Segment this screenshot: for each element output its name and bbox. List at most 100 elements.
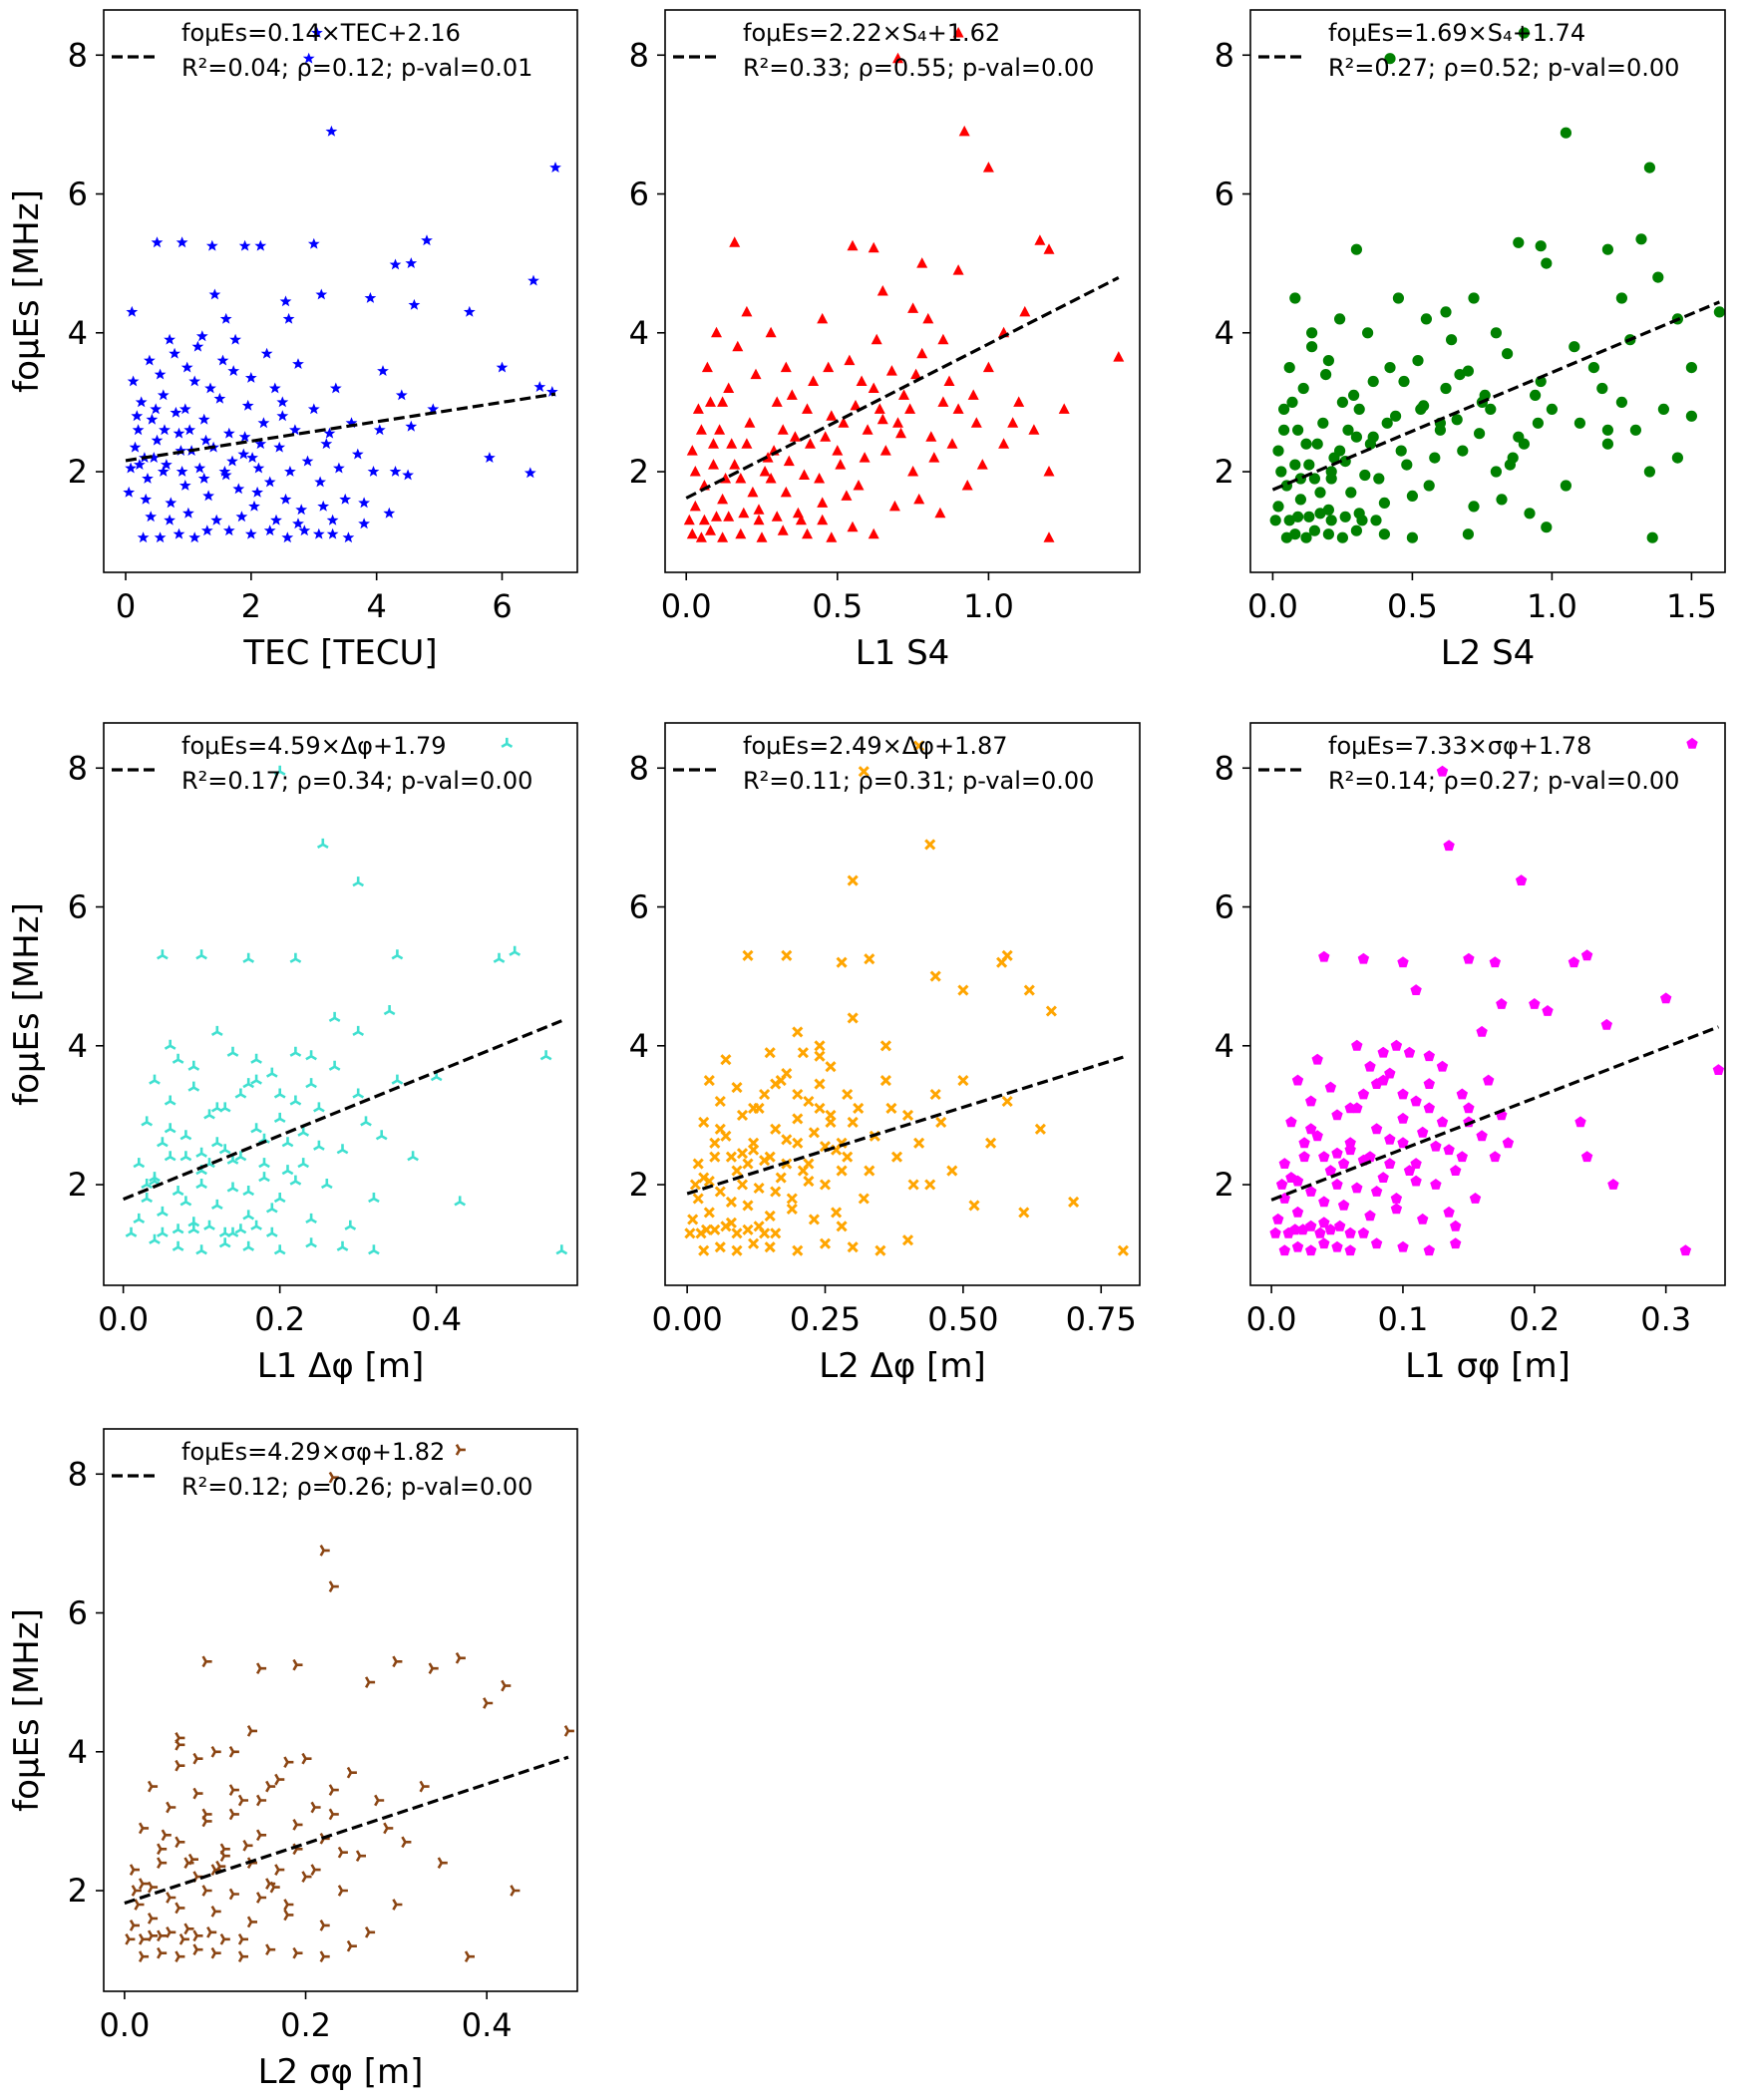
data-point xyxy=(1456,1088,1468,1100)
data-point xyxy=(273,441,286,453)
data-point xyxy=(1013,396,1025,407)
y-tick-label: 4 xyxy=(629,1027,649,1065)
legend-equation: foμEs=2.22×S₄+1.62 xyxy=(743,19,1000,47)
data-point xyxy=(200,525,213,536)
data-point xyxy=(1412,355,1424,367)
data-point xyxy=(310,1801,322,1814)
fit-line xyxy=(686,1055,1124,1196)
data-point xyxy=(814,1039,826,1052)
data-point xyxy=(814,1050,826,1063)
axes-frame xyxy=(664,722,1141,1286)
y-tick-label: 2 xyxy=(629,453,649,491)
x-tick-label: 1.5 xyxy=(1666,587,1717,625)
data-point xyxy=(742,1158,754,1171)
data-point xyxy=(317,500,330,512)
data-point xyxy=(825,1060,837,1073)
data-point xyxy=(144,354,156,366)
y-tick-label: 6 xyxy=(1215,888,1234,926)
data-point xyxy=(329,382,342,394)
data-point xyxy=(923,838,936,851)
data-point xyxy=(1652,271,1664,283)
data-point xyxy=(817,497,829,508)
data-point xyxy=(1351,1182,1363,1194)
data-point xyxy=(373,1794,386,1807)
data-point xyxy=(937,396,949,407)
data-point xyxy=(202,490,214,502)
data-point xyxy=(717,396,729,407)
data-point xyxy=(711,326,722,338)
data-point xyxy=(500,1679,513,1693)
data-point xyxy=(1043,243,1055,254)
data-point xyxy=(273,1087,287,1099)
data-point xyxy=(273,1191,287,1204)
data-point xyxy=(1269,1226,1281,1238)
data-point xyxy=(970,417,982,428)
data-point xyxy=(1344,1137,1356,1149)
data-point xyxy=(284,466,296,477)
data-point xyxy=(705,525,716,535)
data-point xyxy=(147,1780,160,1794)
data-point xyxy=(916,257,928,268)
data-point xyxy=(264,1780,277,1794)
data-point xyxy=(314,476,326,488)
data-point xyxy=(689,500,701,512)
data-point xyxy=(292,1818,304,1832)
data-point xyxy=(876,285,888,296)
data-point xyxy=(169,347,180,359)
data-point xyxy=(819,1237,832,1250)
data-point xyxy=(219,1842,232,1856)
data-point xyxy=(218,1225,232,1238)
data-point xyxy=(194,947,208,960)
data-point xyxy=(1629,424,1641,436)
data-point xyxy=(172,1052,185,1064)
data-point xyxy=(1397,1240,1409,1252)
data-point xyxy=(406,1149,420,1162)
data-point xyxy=(1580,1151,1593,1163)
data-point xyxy=(222,525,235,536)
data-point xyxy=(1657,403,1669,415)
data-point xyxy=(175,466,188,477)
x-tick-label: 0.2 xyxy=(254,1300,305,1338)
data-point xyxy=(208,288,221,300)
data-point xyxy=(312,527,325,539)
data-point xyxy=(1535,240,1547,252)
data-point xyxy=(288,1094,302,1106)
data-point xyxy=(186,1059,200,1071)
data-point xyxy=(264,1942,277,1956)
data-point xyxy=(279,295,292,307)
data-point xyxy=(319,1919,332,1932)
y-tick-label: 4 xyxy=(68,314,88,352)
data-point xyxy=(283,1755,295,1769)
data-point xyxy=(151,434,164,446)
data-point xyxy=(817,312,829,324)
data-point xyxy=(786,1193,799,1205)
data-point xyxy=(1339,511,1351,523)
data-point xyxy=(701,361,713,373)
data-point xyxy=(735,473,747,484)
data-point xyxy=(1364,1060,1376,1072)
data-point xyxy=(159,424,171,436)
data-point xyxy=(145,511,158,523)
data-point xyxy=(216,354,229,366)
data-point xyxy=(1357,952,1370,964)
y-tick-label: 2 xyxy=(68,1872,88,1910)
data-point xyxy=(735,527,747,539)
data-point xyxy=(862,424,873,435)
legend: foμEs=1.69×S₄+1.74 R²=0.27; ρ=0.52; p-val… xyxy=(1258,19,1679,82)
data-point xyxy=(1390,1203,1403,1215)
data-point xyxy=(756,531,768,542)
data-point xyxy=(304,1048,318,1061)
data-point xyxy=(1019,305,1031,317)
data-point xyxy=(1489,956,1501,968)
fit-line xyxy=(1270,1025,1719,1202)
data-point xyxy=(307,237,320,249)
data-point xyxy=(1384,1133,1396,1145)
legend-equation: foμEs=0.14×TEC+2.16 xyxy=(181,19,461,47)
data-point xyxy=(166,1891,177,1905)
data-point xyxy=(173,427,185,439)
data-point xyxy=(791,1137,804,1150)
data-point xyxy=(764,1240,777,1253)
data-point xyxy=(496,361,509,373)
data-point xyxy=(183,1922,195,1935)
y-tick-label: 6 xyxy=(629,175,649,213)
